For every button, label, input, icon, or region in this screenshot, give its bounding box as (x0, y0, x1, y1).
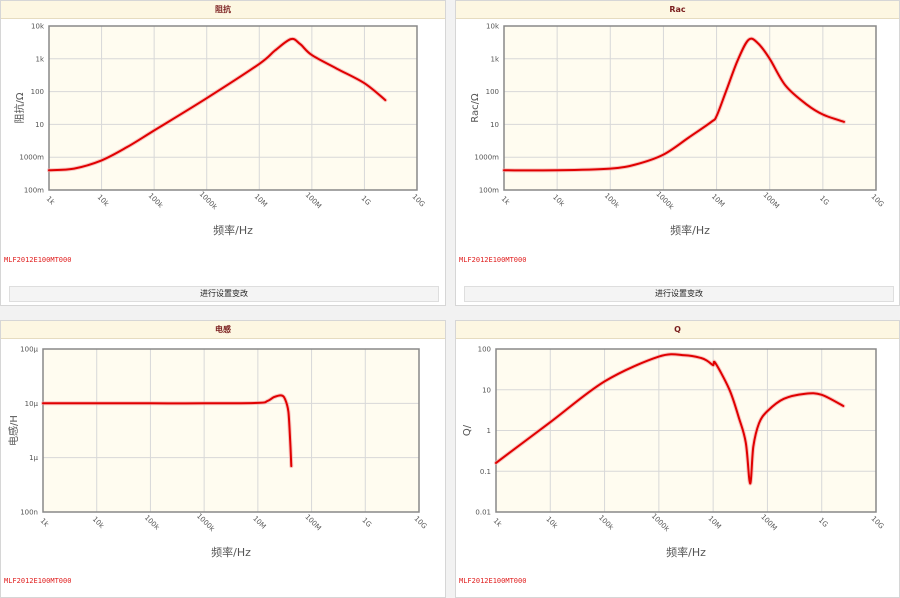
x-axis-label: 频率/Hz (666, 545, 706, 559)
y-tick-label: 100m (24, 187, 44, 195)
y-axis-label: 阻抗/Ω (13, 92, 26, 123)
x-tick-label: 100k (143, 514, 162, 533)
x-tick-label: 100k (147, 192, 166, 211)
x-tick-label: 10k (96, 193, 111, 208)
y-tick-label: 10k (31, 23, 45, 31)
x-axis-label: 频率/Hz (670, 223, 710, 237)
x-tick-label: 1k (492, 517, 504, 529)
part-number: MLF2012E100MT000 (4, 577, 72, 585)
x-tick-label: 10G (870, 193, 886, 209)
y-tick-label: 1000m (474, 154, 499, 162)
x-tick-label: 1G (360, 194, 373, 207)
y-tick-label: 10k (486, 23, 500, 31)
x-tick-label: 10M (710, 192, 726, 208)
x-tick-label: 10G (413, 515, 429, 531)
x-tick-label: 10G (870, 515, 886, 531)
y-tick-label: 10μ (25, 400, 39, 408)
y-tick-label: 10 (490, 121, 499, 129)
x-tick-label: 1000k (195, 512, 217, 534)
y-tick-label: 100 (478, 346, 491, 354)
x-tick-label: 100M (759, 513, 778, 532)
inductance-chart: 1k 10k 100k 1000k 10M 100M 1G 10G 100n 1μ 10μ 100μ 频… (7, 346, 429, 560)
x-tick-label: 10M (706, 514, 722, 530)
x-tick-label: 1G (818, 194, 831, 207)
y-tick-label: 1 (487, 427, 491, 435)
series-line (495, 353, 845, 485)
y-tick-label: 100 (486, 88, 499, 96)
x-tick-label: 100M (303, 513, 322, 532)
rac-chart: 1k 10k 100k 1000k 10M 100M 1G 10G 100m 1000m 10 100… (470, 23, 886, 238)
x-axis-label: 频率/Hz (213, 223, 253, 237)
plot-frame (48, 25, 418, 191)
plot-frame (503, 25, 877, 191)
panel-q: Q 1k 10k 100k 1000k 10M 100M 1G 10G 0.01 0.1 1 10 10… (455, 320, 900, 598)
x-tick-label: 10M (251, 514, 267, 530)
series-line (48, 37, 387, 172)
x-tick-label: 100M (304, 191, 323, 210)
panel-rac: Rac 1k 10k 100k 1000k 10M 100M 1G 10G 100m 1000m 1… (455, 0, 900, 306)
x-tick-label: 10k (544, 515, 559, 530)
x-tick-label: 10M (253, 192, 269, 208)
y-axis-label: Rac/Ω (470, 93, 481, 123)
x-tick-label: 1k (500, 195, 512, 207)
y-tick-label: 10 (482, 386, 491, 394)
q-chart: 1k 10k 100k 1000k 10M 100M 1G 10G 0.01 0.1 1 10 100 频… (462, 346, 886, 560)
plot-area (49, 26, 417, 190)
y-tick-label: 1k (35, 55, 44, 63)
y-tick-label: 0.01 (475, 509, 491, 517)
panel-title: 电感 (1, 321, 445, 339)
y-axis-label: Q/ (462, 424, 473, 436)
x-tick-label: 1G (817, 516, 830, 529)
y-tick-label: 1k (490, 55, 499, 63)
series-line (503, 37, 845, 172)
y-tick-label: 1μ (29, 454, 38, 462)
y-tick-label: 100m (479, 187, 499, 195)
x-tick-label: 1000k (650, 512, 672, 534)
y-tick-label: 100μ (20, 346, 38, 354)
part-number: MLF2012E100MT000 (4, 256, 72, 264)
x-tick-label: 10k (91, 515, 106, 530)
part-number: MLF2012E100MT000 (459, 577, 527, 585)
x-tick-label: 1k (39, 517, 51, 529)
plot-area (43, 349, 419, 512)
panel-title: 阻抗 (1, 1, 445, 19)
panel-title: Q (456, 321, 899, 339)
plot-frame (42, 348, 420, 513)
x-tick-label: 100M (761, 191, 780, 210)
y-tick-label: 1000m (19, 154, 44, 162)
series-line (42, 394, 293, 468)
y-tick-label: 100 (31, 88, 44, 96)
x-tick-label: 100k (597, 514, 616, 533)
x-tick-label: 100k (603, 192, 622, 211)
plot-frame (495, 348, 877, 513)
x-axis-label: 频率/Hz (211, 545, 251, 559)
settings-button[interactable]: 进行设置变改 (464, 286, 894, 302)
panel-inductance: 电感 1k 10k 100k 1000k 10M 100M 1G 10G 100n 1μ 10μ 10… (0, 320, 446, 598)
y-tick-label: 100n (20, 509, 38, 517)
y-tick-label: 0.1 (480, 468, 491, 476)
impedance-chart: 1k 10k 100k 1000k 10M 100M 1G 10G 100m 1000m 10 100… (13, 23, 427, 238)
x-tick-label: 1k (45, 195, 57, 207)
x-tick-label: 10G (411, 193, 427, 209)
panel-title: Rac (456, 1, 899, 19)
plot-area (504, 26, 876, 190)
y-axis-label: 电感/H (7, 415, 20, 446)
part-number: MLF2012E100MT000 (459, 256, 527, 264)
settings-button[interactable]: 进行设置变改 (9, 286, 439, 302)
x-tick-label: 1G (360, 516, 373, 529)
panel-impedance: 阻抗 1k 10k 100k 1000k 10M 100M 1G 10G 100m 1000m 10… (0, 0, 446, 306)
x-tick-label: 1000k (198, 190, 220, 212)
x-tick-label: 10k (551, 193, 566, 208)
y-tick-label: 10 (35, 121, 44, 129)
x-tick-label: 1000k (654, 190, 676, 212)
